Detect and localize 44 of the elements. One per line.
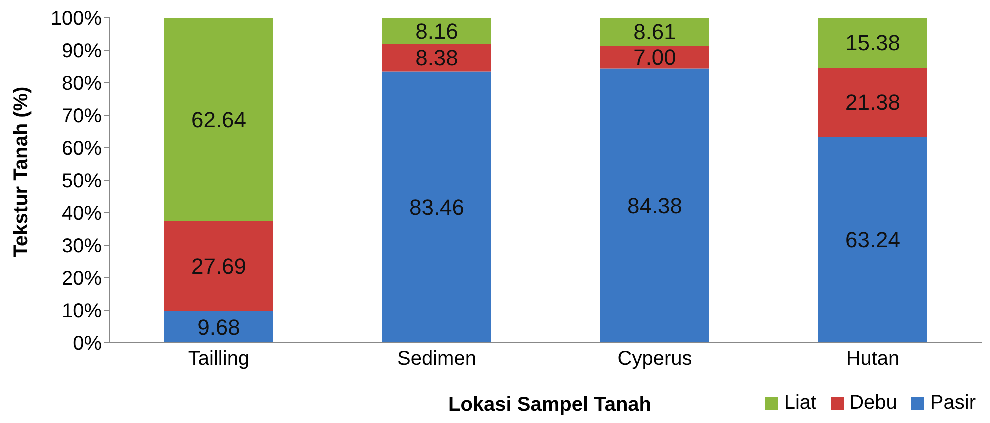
data-label: 27.69: [191, 254, 247, 280]
y-tick-label: 100%: [50, 8, 102, 30]
legend-label: Debu: [850, 392, 898, 415]
data-label: 9.68: [198, 314, 240, 340]
y-tick-label: 70%: [62, 106, 102, 128]
data-label: 7.00: [634, 44, 676, 70]
data-label: 8.16: [416, 18, 458, 44]
data-label: 62.64: [191, 107, 247, 132]
bar: [164, 312, 274, 343]
y-tick-label: 60%: [62, 138, 102, 160]
y-axis-title: Tekstur Tanah (%): [10, 86, 34, 258]
bar: [818, 18, 928, 68]
data-label: 63.24: [845, 228, 901, 253]
bar: [818, 68, 928, 138]
legend-label: Liat: [784, 392, 817, 415]
bar: [164, 18, 274, 222]
bar: [382, 18, 492, 45]
data-label: 8.61: [634, 20, 676, 45]
y-tick-label: 20%: [62, 268, 102, 290]
y-tick-label: 0%: [73, 333, 102, 356]
y-tick-label: 40%: [62, 203, 102, 226]
data-label: 15.38: [845, 30, 901, 56]
bar: [382, 72, 492, 343]
y-tick-label: 10%: [62, 300, 102, 323]
x-tick-label: Hutan: [846, 348, 900, 370]
bar: [818, 137, 928, 343]
x-tick-label: Sedimen: [398, 348, 476, 370]
y-tick-label: 90%: [62, 40, 102, 63]
data-label: 8.38: [416, 46, 458, 71]
data-label: 83.46: [409, 194, 465, 220]
y-tick-label: 50%: [62, 170, 102, 193]
bar: [382, 44, 492, 72]
data-label: 21.38: [845, 90, 901, 116]
x-axis-title: Lokasi Sampel Tanah: [448, 394, 652, 416]
data-label: 84.38: [627, 193, 683, 218]
x-tick-label: Tailling: [188, 348, 250, 370]
bar: [164, 222, 274, 312]
x-tick-label: Cyperus: [618, 348, 692, 370]
bar: [600, 68, 710, 343]
y-tick-label: 30%: [62, 236, 102, 258]
bar: [600, 46, 710, 69]
legend-label: Pasir: [930, 392, 976, 415]
bar: [600, 18, 710, 46]
y-tick-label: 80%: [62, 73, 102, 96]
